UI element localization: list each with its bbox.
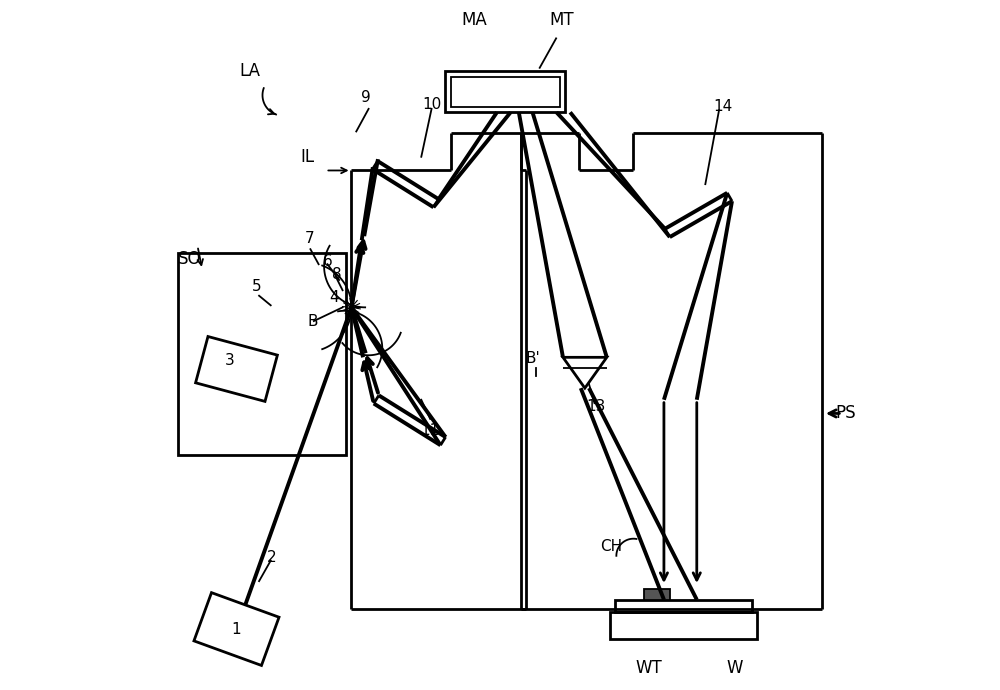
Text: SO: SO [178, 250, 202, 268]
Text: 14: 14 [713, 99, 732, 115]
Bar [644, 589, 670, 600]
Text: 6: 6 [323, 254, 332, 269]
Text: MT: MT [549, 11, 574, 29]
Text: IL: IL [300, 148, 314, 166]
Text: 13: 13 [586, 399, 606, 414]
Bar [445, 71, 565, 112]
Text: B: B [307, 313, 318, 328]
Text: 8: 8 [332, 267, 342, 282]
Text: 1: 1 [232, 622, 241, 637]
Bar [451, 77, 560, 107]
Text: CH: CH [601, 540, 623, 554]
Text: 2: 2 [267, 550, 276, 564]
Bar [615, 600, 752, 612]
Bar [178, 253, 346, 455]
Text: PS: PS [835, 404, 856, 422]
Text: 11: 11 [421, 423, 440, 438]
Text: 9: 9 [361, 90, 371, 105]
Text: B': B' [525, 351, 540, 366]
Text: 3: 3 [225, 353, 235, 368]
Text: 7: 7 [305, 231, 315, 246]
Bar [610, 612, 757, 640]
Text: MA: MA [461, 11, 487, 29]
Text: WT: WT [636, 659, 663, 677]
Text: W: W [727, 659, 743, 677]
Text: 5: 5 [252, 279, 262, 295]
Text: LA: LA [240, 62, 261, 80]
Text: 10: 10 [422, 97, 441, 112]
Text: 4: 4 [330, 290, 339, 304]
